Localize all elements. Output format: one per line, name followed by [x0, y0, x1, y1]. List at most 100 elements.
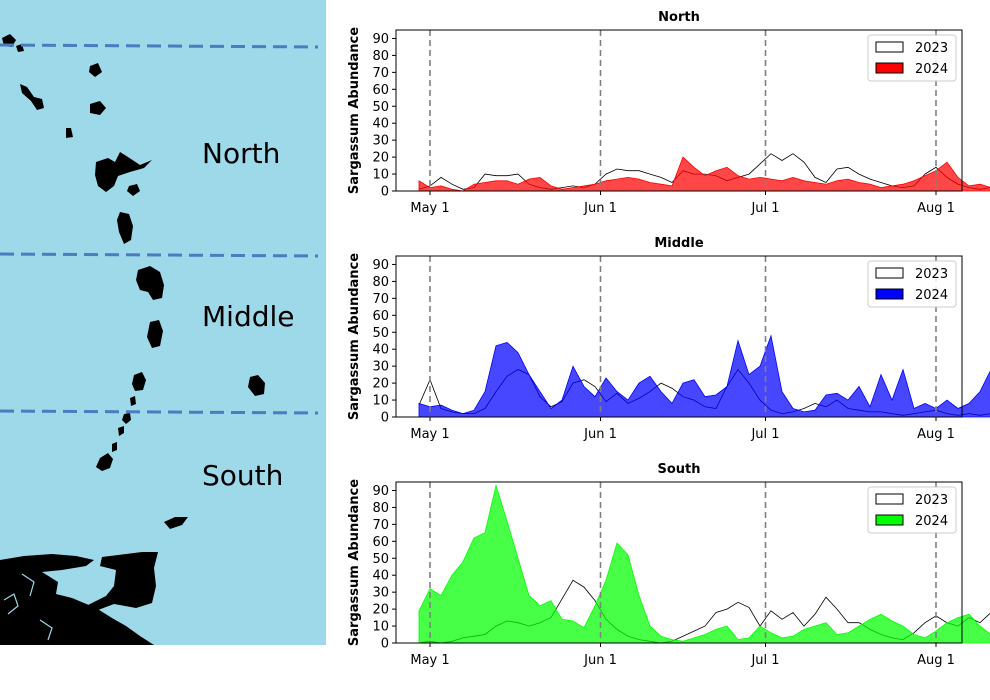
divider-south [0, 409, 319, 415]
y-tick-label: 80 [372, 501, 389, 516]
y-tick-label: 20 [372, 151, 389, 166]
y-axis-label: Sargassum Abundance [347, 253, 362, 420]
island [136, 266, 164, 300]
y-tick-label: 30 [372, 586, 389, 601]
y-axis-label: Sargassum Abundance [347, 479, 362, 646]
y-tick-label: 50 [372, 326, 389, 341]
series-2024-area [418, 483, 990, 644]
legend-swatch-2023 [875, 41, 904, 53]
x-tick-label: Aug 1 [917, 427, 955, 442]
legend-label-2024: 2024 [915, 514, 948, 529]
x-tick-label: May 1 [410, 427, 449, 442]
legend-label-2024: 2024 [915, 288, 948, 303]
y-tick-label: 20 [372, 603, 389, 618]
coast-lines [3, 573, 53, 641]
x-tick-label: Jul 1 [750, 201, 779, 216]
y-tick-label: 70 [372, 518, 389, 533]
x-tick-label: Jun 1 [583, 201, 617, 216]
y-tick-label: 60 [372, 83, 389, 98]
y-tick-label: 40 [372, 569, 389, 584]
legend-label-2024: 2024 [915, 62, 948, 77]
island [112, 442, 117, 452]
legend-swatch-2023 [875, 493, 904, 505]
x-tick-label: Aug 1 [917, 653, 955, 668]
y-tick-label: 80 [372, 49, 389, 64]
island [118, 426, 124, 436]
legend-label-2023: 2023 [915, 41, 948, 56]
y-tick-label: 0 [381, 185, 389, 200]
island [127, 184, 140, 196]
y-tick-label: 10 [372, 394, 389, 409]
chart-north: 0 10 20 30 40 50 60 70 80 90 May 1 Jun 1 Jul 1 Aug 1 N… [347, 10, 990, 216]
y-tick-label: 40 [372, 343, 389, 358]
legend: 2023 2024 [867, 260, 957, 308]
chart-title: Middle [654, 236, 703, 251]
chart-south: 0 10 20 30 40 50 60 70 80 90 May 1 Jun 1 Jul 1 Aug 1 S… [347, 462, 990, 668]
island [248, 375, 265, 396]
region-map: North Middle South [0, 0, 326, 645]
legend: 2023 2024 [867, 486, 957, 534]
island [147, 320, 163, 348]
y-tick-label: 70 [372, 292, 389, 307]
legend-swatch-2024 [875, 62, 904, 74]
y-tick-label: 30 [372, 134, 389, 149]
legend-swatch-2024 [875, 514, 904, 526]
y-tick-label: 10 [372, 620, 389, 635]
island [96, 453, 113, 471]
plot-frame [395, 29, 963, 192]
legend-label-2023: 2023 [915, 267, 948, 282]
y-tick-label: 0 [381, 411, 389, 426]
divider-middle [0, 252, 319, 258]
map-label-north: North [202, 137, 280, 170]
y-tick-label: 0 [381, 637, 389, 652]
island [66, 128, 73, 138]
y-tick-label: 60 [372, 309, 389, 324]
island [117, 212, 133, 244]
y-tick-label: 20 [372, 377, 389, 392]
map-label-middle: Middle [202, 300, 295, 333]
legend-swatch-2024 [875, 288, 904, 300]
legend: 2023 2024 [867, 34, 957, 82]
island [95, 152, 152, 192]
island [90, 101, 106, 115]
x-tick-label: Jul 1 [750, 427, 779, 442]
x-tick-label: May 1 [410, 201, 449, 216]
y-tick-label: 10 [372, 168, 389, 183]
legend-swatch-2023 [875, 267, 904, 279]
series-2024-area [418, 334, 990, 418]
chart-title: South [657, 462, 700, 477]
y-tick-label: 70 [372, 66, 389, 81]
island [20, 84, 44, 110]
x-tick-label: Jun 1 [583, 653, 617, 668]
y-tick-label: 50 [372, 100, 389, 115]
island [132, 372, 146, 391]
sea-background [0, 0, 326, 645]
mainland [0, 554, 154, 645]
x-tick-label: Aug 1 [917, 201, 955, 216]
y-tick-label: 90 [372, 32, 389, 47]
y-tick-label: 90 [372, 258, 389, 273]
region-dividers [0, 43, 319, 415]
series-2024-area [418, 156, 990, 192]
map-label-south: South [202, 459, 283, 492]
island [130, 396, 136, 406]
y-tick-label: 90 [372, 484, 389, 499]
y-tick-label: 60 [372, 535, 389, 550]
chart-title: North [658, 10, 700, 25]
y-axis-label: Sargassum Abundance [347, 27, 362, 194]
charts-panel: 0 10 20 30 40 50 60 70 80 90 May 1 Jun 1 Jul 1 Aug 1 N… [347, 10, 990, 668]
y-tick-label: 40 [372, 117, 389, 132]
island-group [0, 34, 265, 645]
island [89, 63, 102, 77]
y-tick-label: 80 [372, 275, 389, 290]
x-tick-label: Jun 1 [583, 427, 617, 442]
legend-label-2023: 2023 [915, 493, 948, 508]
plot-frame [395, 481, 963, 644]
island [164, 517, 188, 529]
plot-frame [395, 255, 963, 418]
x-tick-label: Jul 1 [750, 653, 779, 668]
y-tick-label: 30 [372, 360, 389, 375]
chart-middle: 0 10 20 30 40 50 60 70 80 90 May 1 Jun 1 Jul 1 Aug 1 M… [347, 236, 990, 442]
island-trinidad [86, 552, 158, 610]
island [122, 413, 131, 424]
